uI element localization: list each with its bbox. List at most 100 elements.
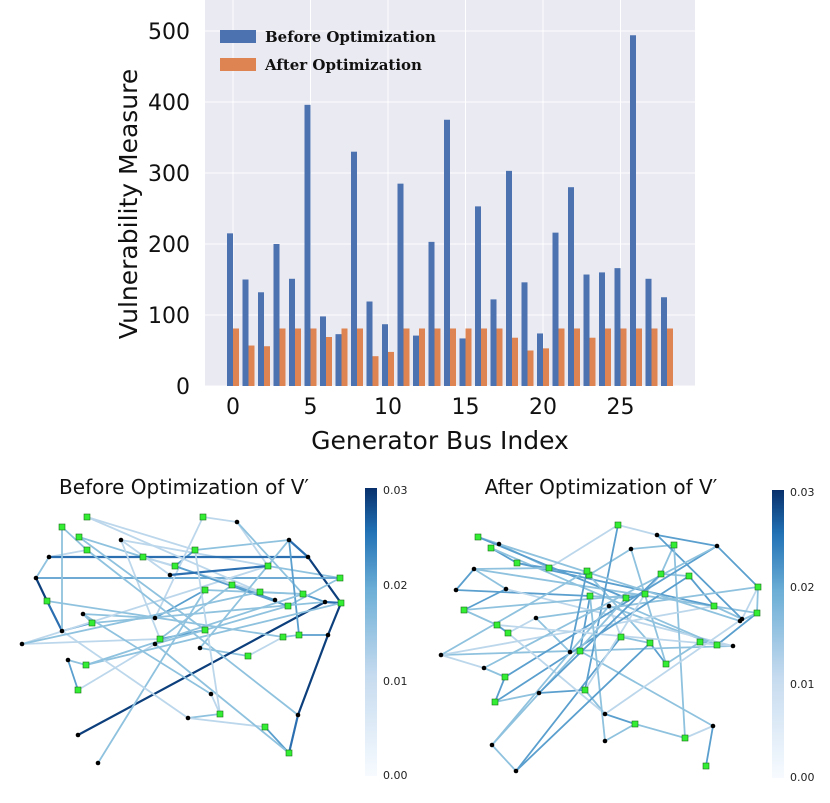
generator-node: [474, 533, 482, 541]
bus-node: [185, 715, 191, 721]
network-edge: [82, 613, 212, 695]
bus-node: [295, 712, 301, 718]
y-tick-label: 200: [148, 233, 190, 258]
bus-node: [19, 641, 25, 647]
network-edge: [120, 539, 161, 640]
bar-after: [357, 328, 363, 386]
network-edge: [35, 556, 50, 579]
network-edge: [498, 543, 741, 622]
bar-before: [568, 187, 574, 386]
network-edge: [741, 586, 759, 620]
x-tick-labels: 0 5 10 15 20 25: [226, 395, 635, 420]
network-edge: [48, 549, 88, 558]
bar-before: [521, 282, 528, 386]
colorbar-tick: 0.03: [790, 486, 815, 499]
network-edge: [491, 597, 627, 746]
bar-after: [558, 328, 565, 386]
bar-after: [264, 346, 270, 386]
generator-node: [586, 592, 594, 600]
network-edge: [491, 744, 517, 772]
generator-node: [299, 590, 307, 598]
bar-after: [248, 345, 255, 386]
network-edge: [76, 600, 327, 737]
bus-node: [272, 597, 278, 603]
generator-node: [662, 660, 670, 668]
bus-node: [33, 575, 39, 581]
bar-before: [614, 268, 621, 386]
generator-node: [139, 553, 147, 561]
bar-after: [636, 328, 642, 386]
network-edge: [61, 630, 189, 719]
generator-node: [295, 631, 303, 639]
network-edge: [463, 609, 498, 626]
network-edge: [236, 521, 269, 567]
bar-after: [574, 328, 580, 386]
network-edge: [187, 717, 266, 728]
network-edge: [494, 575, 690, 703]
network-edge: [507, 617, 537, 634]
legend-swatch-after: [220, 58, 256, 71]
generator-node: [631, 720, 639, 728]
generator-node: [681, 734, 689, 742]
bus-node: [305, 554, 311, 560]
bar-before: [289, 278, 295, 386]
bar-after: [589, 337, 596, 386]
bar-before: [335, 334, 342, 386]
network-edge: [296, 633, 330, 717]
bus-node: [567, 649, 573, 655]
network-edge: [713, 605, 743, 620]
generator-node: [622, 594, 630, 602]
bar-before: [552, 232, 559, 386]
bus-node: [152, 641, 158, 647]
bus-node: [286, 537, 292, 543]
bar-after: [388, 351, 394, 386]
generator-node: [88, 619, 96, 627]
bar-after: [233, 328, 239, 386]
generator-node: [201, 626, 209, 634]
network-edge: [620, 636, 651, 644]
network-edge: [187, 713, 221, 719]
bar-after: [512, 337, 518, 386]
generator-node: [646, 639, 654, 647]
network-edge: [494, 692, 540, 703]
bus-node: [496, 541, 502, 547]
network-edge: [716, 545, 759, 588]
network-edge: [259, 591, 304, 595]
bar-before: [630, 35, 636, 386]
generator-node: [83, 546, 91, 554]
bar-after: [667, 328, 673, 386]
network-edge: [455, 568, 475, 591]
network-edge: [45, 599, 64, 633]
bus-node: [481, 665, 487, 671]
bus-node: [208, 691, 214, 697]
bus-node: [65, 657, 71, 663]
generator-node: [754, 583, 762, 591]
bus-node: [325, 632, 331, 638]
colorbar-tick: 0.01: [383, 675, 408, 688]
generator-node: [487, 544, 495, 552]
network-edge: [604, 618, 743, 715]
bar-before: [475, 206, 481, 386]
network-edge: [288, 539, 300, 636]
generator-node: [513, 559, 521, 567]
network-edge: [716, 612, 758, 646]
bar-before: [428, 241, 435, 386]
bus-node: [714, 543, 720, 549]
bar-chart: 0 100 200 300 400 500 0 5 10 15 20 25 Generator Bu…: [114, 0, 695, 455]
bar-before: [320, 316, 326, 386]
y-tick-labels: 0 100 200 300 400 500: [148, 20, 190, 400]
generator-node: [261, 723, 269, 731]
generator-node: [191, 546, 199, 554]
bus-node: [710, 723, 716, 729]
x-tick-label: 15: [452, 395, 480, 420]
bar-before: [397, 183, 404, 386]
bar-before: [227, 233, 233, 386]
generator-node: [702, 762, 710, 770]
bar-after: [372, 356, 379, 386]
network-edge: [85, 593, 304, 666]
network-edge: [589, 595, 606, 742]
bar-before: [273, 244, 280, 386]
generator-node: [504, 629, 512, 637]
generator-node: [337, 599, 345, 607]
bar-after: [620, 328, 627, 386]
